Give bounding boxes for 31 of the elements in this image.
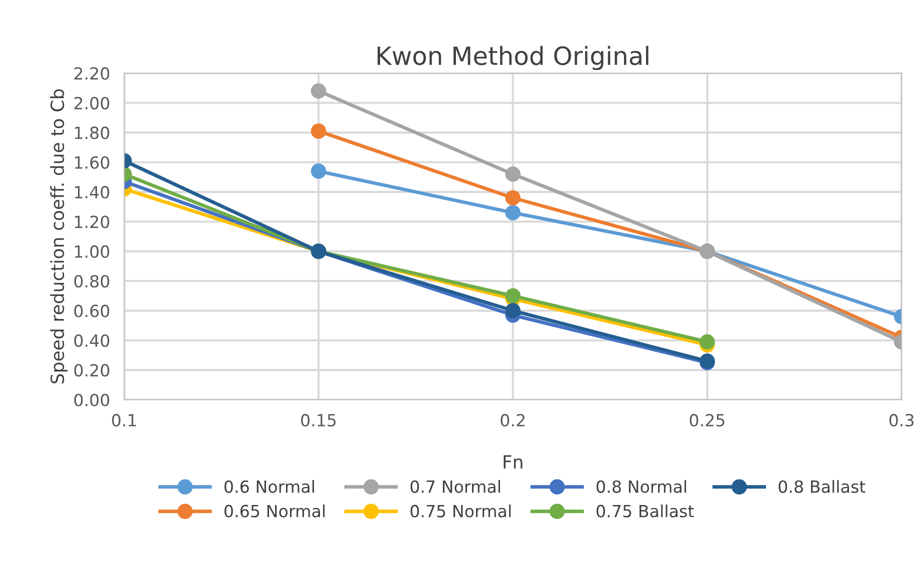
point [505, 205, 521, 220]
y-tick-label: 1.40 [75, 186, 110, 198]
point [505, 303, 521, 318]
y-tick-label: 1.60 [75, 156, 110, 169]
x-tick-label: 0.3 [889, 414, 914, 427]
y-tick-label: 0.40 [74, 334, 110, 347]
y-tick-label: 1.00 [75, 245, 110, 258]
x-tick-label: 0.2 [500, 414, 524, 427]
x-tick-label: 0.15 [301, 414, 336, 427]
legend-label: 0.65 Normal [224, 504, 325, 518]
x-axis-title: Fn [504, 455, 522, 468]
y-tick-label: 0.60 [74, 304, 110, 318]
legend-label: 0.8 Ballast [778, 480, 866, 493]
y-tick-label: 1.20 [75, 216, 110, 228]
legend-label: 0.8 Normal [596, 480, 686, 493]
point [505, 166, 521, 182]
point [505, 190, 521, 206]
x-tick-label: 0.25 [690, 414, 724, 427]
y-tick-label: 2.20 [74, 67, 110, 80]
chart-title: Kwon Method Original [378, 46, 648, 70]
y-axis-title: Speed reduction coeff. due to Cb [50, 89, 68, 384]
y-tick-label: 0.00 [74, 394, 110, 406]
y-tick-label: 0.20 [74, 364, 110, 377]
y-tick-label: 1.80 [75, 126, 110, 140]
legend-label: 0.6 Normal [224, 480, 314, 493]
y-tick-label: 0.80 [74, 274, 110, 288]
legend-label: 0.7 Normal [410, 480, 500, 493]
y-tick-label: 2.00 [74, 96, 110, 110]
legend-label: 0.75 Normal [410, 504, 511, 518]
x-tick-label: 0.1 [112, 414, 136, 427]
legend-label: 0.75 Ballast [596, 504, 694, 518]
